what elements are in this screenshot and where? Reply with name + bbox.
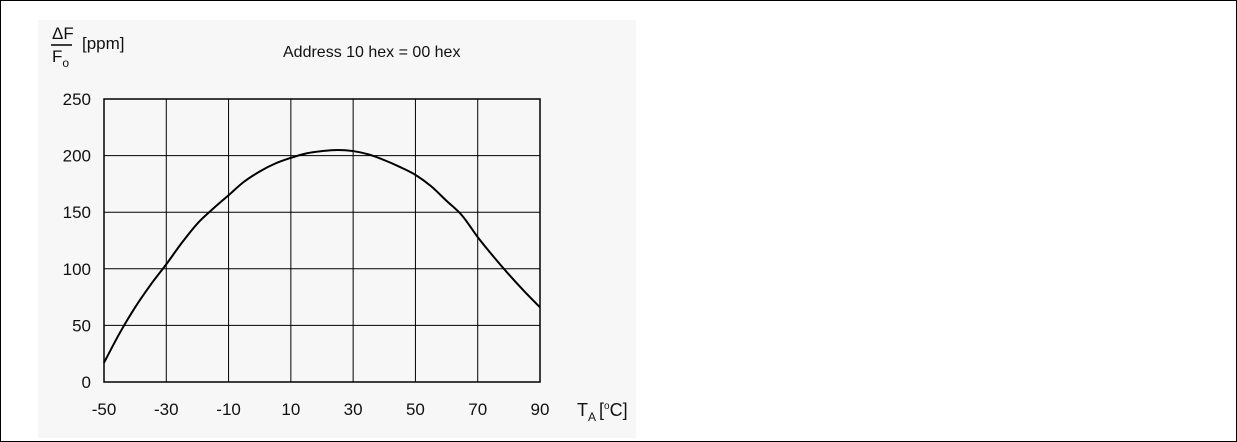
y-tick-label: 250 <box>63 90 91 109</box>
y-axis-label: ΔF Fo [ppm] <box>51 24 125 70</box>
y-label-denominator: Fo <box>52 47 69 70</box>
grid-lines <box>103 98 541 383</box>
x-axis-label: TA [oC] <box>577 400 628 424</box>
plot-area <box>103 98 541 383</box>
x-tick-label: -30 <box>154 400 179 419</box>
x-tick-label: 10 <box>281 400 300 419</box>
x-tick-label: -50 <box>92 400 117 419</box>
y-tick-labels: 0 50 100 150 200 250 <box>63 90 91 392</box>
x-tick-label: -10 <box>216 400 241 419</box>
x-tick-label: 50 <box>406 400 425 419</box>
y-tick-label: 0 <box>82 373 91 392</box>
x-label-main: TA [oC] <box>577 400 628 424</box>
y-tick-label: 150 <box>63 203 91 222</box>
chart-title: Address 10 hex = 00 hex <box>283 44 460 61</box>
y-label-numerator: ΔF <box>52 24 74 43</box>
y-label-unit: [ppm] <box>82 34 125 53</box>
series-line <box>103 148 541 364</box>
y-tick-label: 200 <box>63 147 91 166</box>
x-tick-label: 70 <box>468 400 487 419</box>
x-tick-label: 90 <box>531 400 550 419</box>
x-tick-labels: -50 -30 -10 10 30 50 70 90 <box>92 400 550 419</box>
chart-panel <box>38 20 636 438</box>
y-tick-label: 100 <box>63 260 91 279</box>
y-tick-label: 50 <box>72 316 91 335</box>
x-tick-label: 30 <box>344 400 363 419</box>
plot-border <box>103 98 541 383</box>
